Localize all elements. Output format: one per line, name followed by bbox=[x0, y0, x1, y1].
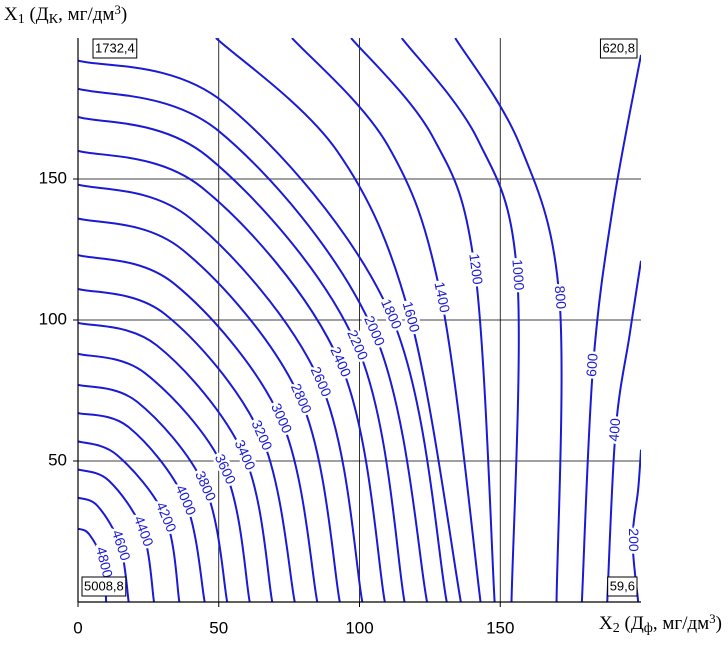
contour-line bbox=[78, 440, 181, 602]
contour-line bbox=[78, 116, 406, 602]
corner-box bbox=[599, 38, 638, 59]
contour-line bbox=[78, 183, 364, 602]
contour-line bbox=[215, 38, 462, 602]
xlabel-part: (Д bbox=[620, 613, 644, 634]
contour-line bbox=[78, 321, 274, 602]
contour-line bbox=[78, 352, 251, 602]
xlabel-part: X bbox=[599, 613, 613, 634]
ylabel-part: , мг/дм bbox=[58, 4, 114, 25]
ylabel-part: 1 bbox=[18, 12, 25, 27]
contour-label: 600 bbox=[583, 353, 601, 378]
contour-label: 1000 bbox=[509, 259, 527, 291]
contour-label: 4400 bbox=[131, 514, 157, 549]
contour-line bbox=[78, 288, 296, 602]
contour-label: 1600 bbox=[400, 300, 424, 334]
contour-line bbox=[78, 149, 386, 602]
contour-label: 2600 bbox=[308, 364, 335, 399]
y-tick-label: 150 bbox=[39, 168, 67, 187]
contour-label: 3200 bbox=[248, 418, 275, 453]
contour-label: 3800 bbox=[192, 468, 219, 503]
xlabel-part: 3 bbox=[709, 611, 716, 626]
contour-label: 200 bbox=[626, 528, 642, 552]
contour-line bbox=[78, 87, 429, 602]
y-tick-label: 50 bbox=[48, 450, 67, 469]
contours bbox=[78, 38, 641, 602]
corner-value: 620,8 bbox=[602, 40, 635, 55]
corner-value: 1732,4 bbox=[95, 40, 135, 55]
contour-line bbox=[291, 38, 482, 602]
contour-line bbox=[78, 412, 206, 602]
corner-annotation: 5008,8 bbox=[81, 576, 127, 597]
contour-line bbox=[400, 38, 520, 602]
contour-label: 4000 bbox=[173, 482, 200, 517]
contour-label: 800 bbox=[552, 285, 570, 310]
contour-label: 1200 bbox=[466, 253, 486, 286]
corner-value: 59,6 bbox=[610, 578, 635, 593]
ylabel-part: (Д bbox=[25, 4, 49, 25]
xlabel-label: X2 (Дф, мг/дм3) bbox=[599, 611, 722, 636]
contour-line bbox=[78, 217, 341, 602]
contour-line bbox=[350, 38, 496, 602]
contour-line bbox=[454, 38, 563, 602]
contour-line bbox=[78, 59, 448, 602]
ylabel-part: К bbox=[49, 12, 59, 27]
x-tick-label: 50 bbox=[209, 618, 228, 637]
ylabel-part: X bbox=[4, 4, 18, 25]
contour-line bbox=[606, 260, 641, 602]
corner-box bbox=[92, 38, 138, 59]
contour-label: 2400 bbox=[327, 344, 354, 379]
corner-annotation: 620,8 bbox=[599, 38, 638, 59]
contour-label: 3000 bbox=[268, 401, 295, 436]
ylabel-part: 3 bbox=[114, 2, 121, 17]
contour-label: 2800 bbox=[288, 381, 315, 416]
corner-value: 5008,8 bbox=[84, 578, 124, 593]
contour-label: 4600 bbox=[109, 528, 134, 563]
x-tick-label: 100 bbox=[345, 618, 373, 637]
x-tick-label: 0 bbox=[73, 618, 82, 637]
contour-labels: 2004006008001000120014001600180020002200… bbox=[91, 250, 645, 582]
contour-label: 4800 bbox=[93, 545, 116, 579]
xlabel-part: ф bbox=[644, 621, 653, 636]
contour-line bbox=[78, 496, 130, 602]
ylabel-label: X1 (ДК, мг/дм3) bbox=[4, 2, 127, 27]
contour-line bbox=[78, 383, 229, 602]
contour-label: 1400 bbox=[431, 280, 453, 314]
contour-label: 4200 bbox=[153, 499, 180, 534]
ylabel-part: ) bbox=[121, 4, 127, 25]
contour-line bbox=[78, 468, 155, 602]
xlabel-part: , мг/дм bbox=[653, 613, 709, 634]
contour-line bbox=[78, 254, 319, 602]
corner-annotation: 59,6 bbox=[607, 576, 638, 597]
x-tick-label: 150 bbox=[486, 618, 514, 637]
contour-label: 3600 bbox=[212, 451, 240, 486]
corner-box bbox=[81, 576, 127, 597]
contour-line bbox=[631, 449, 641, 602]
contour-label: 400 bbox=[605, 417, 623, 442]
y-tick-label: 100 bbox=[39, 309, 67, 328]
corner-annotation: 1732,4 bbox=[92, 38, 138, 59]
xlabel-part: 2 bbox=[613, 621, 620, 636]
contour-label: 3400 bbox=[232, 437, 259, 472]
corner-box bbox=[607, 576, 638, 597]
xlabel-part: ) bbox=[716, 613, 722, 634]
contour-line bbox=[580, 54, 641, 602]
